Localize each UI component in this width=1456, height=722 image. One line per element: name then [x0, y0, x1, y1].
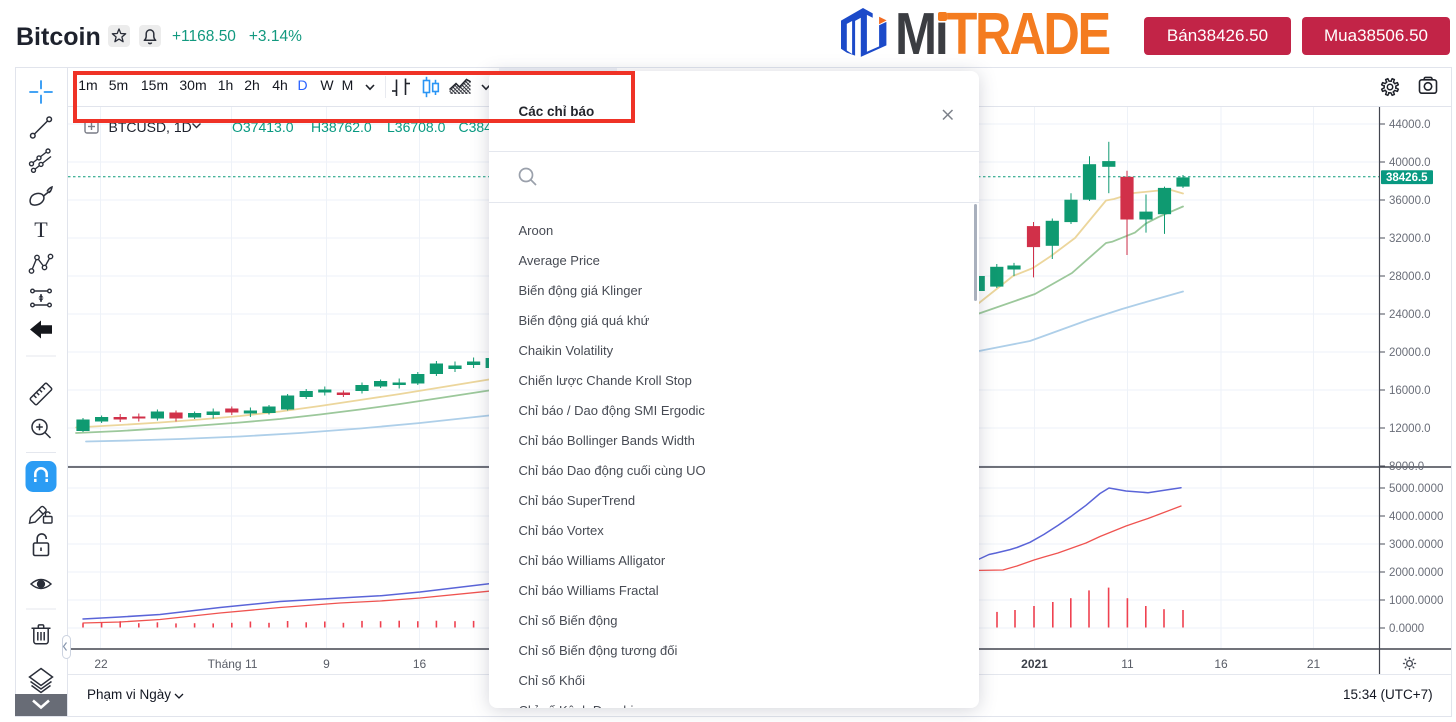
svg-text:24000.0: 24000.0 — [1389, 309, 1431, 321]
svg-text:16000.0: 16000.0 — [1389, 385, 1431, 397]
svg-text:32000.0: 32000.0 — [1389, 233, 1431, 245]
svg-text:16: 16 — [1214, 657, 1228, 671]
svg-text:T: T — [34, 217, 48, 242]
svg-text:44000.0: 44000.0 — [1389, 119, 1431, 131]
svg-text:4000.0000: 4000.0000 — [1389, 511, 1443, 523]
svg-text:2021: 2021 — [1021, 657, 1048, 671]
svg-text:36000.0: 36000.0 — [1389, 195, 1431, 207]
svg-text:28000.0: 28000.0 — [1389, 271, 1431, 283]
svg-text:0.0000: 0.0000 — [1389, 623, 1424, 635]
svg-text:21: 21 — [1307, 657, 1321, 671]
svg-text:Tháng 11: Tháng 11 — [208, 657, 258, 671]
svg-text:2000.0000: 2000.0000 — [1389, 567, 1443, 579]
svg-text:3000.0000: 3000.0000 — [1389, 539, 1443, 551]
svg-text:11: 11 — [1121, 657, 1134, 671]
svg-text:20000.0: 20000.0 — [1389, 347, 1431, 359]
svg-text:38426.5: 38426.5 — [1386, 172, 1428, 184]
svg-text:8000.0: 8000.0 — [1389, 461, 1424, 473]
svg-text:9: 9 — [323, 657, 330, 671]
svg-text:40000.0: 40000.0 — [1389, 157, 1431, 169]
svg-text:12000.0: 12000.0 — [1389, 423, 1431, 435]
svg-text:1000.0000: 1000.0000 — [1389, 595, 1443, 607]
svg-text:16: 16 — [413, 657, 427, 671]
svg-text:5000.0000: 5000.0000 — [1389, 483, 1443, 495]
svg-text:22: 22 — [94, 657, 108, 671]
